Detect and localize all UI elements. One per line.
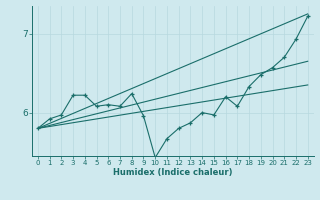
X-axis label: Humidex (Indice chaleur): Humidex (Indice chaleur) [113,168,233,177]
